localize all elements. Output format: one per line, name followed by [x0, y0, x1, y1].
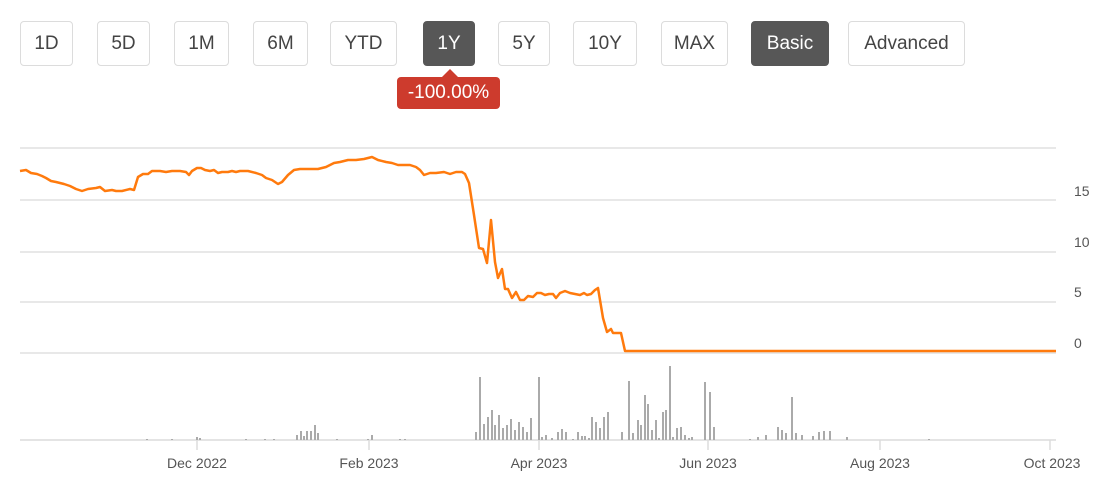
range-button-label: 10Y	[588, 32, 622, 54]
range-button-5y[interactable]: 5Y	[498, 21, 550, 66]
change-percent-text: -100.00%	[407, 82, 490, 103]
x-tick-label: Jun 2023	[679, 455, 737, 471]
advanced-mode-button[interactable]: Advanced	[848, 21, 965, 66]
x-tick-label: Oct 2023	[1023, 455, 1081, 471]
y-tick-label: 15	[1074, 183, 1090, 199]
basic-mode-button[interactable]: Basic	[751, 21, 829, 66]
range-button-6m[interactable]: 6M	[253, 21, 308, 66]
range-button-label: 6M	[267, 32, 294, 54]
x-tick-label: Feb 2023	[339, 455, 399, 471]
range-button-label: 5Y	[512, 32, 536, 54]
y-tick-label: 10	[1074, 234, 1090, 250]
x-tick-label: Aug 2023	[850, 455, 910, 471]
range-button-label: 1M	[188, 32, 215, 54]
range-button-label: 1Y	[437, 32, 461, 54]
range-button-label: 1D	[34, 32, 59, 54]
x-tick-label: Dec 2022	[167, 455, 227, 471]
mode-button-label: Basic	[766, 32, 814, 54]
range-button-label: YTD	[344, 32, 383, 54]
volume-bars	[146, 366, 930, 440]
y-tick-label: 0	[1074, 335, 1082, 351]
gridlines	[20, 147, 1056, 354]
x-axis-ticks	[196, 440, 1051, 450]
price-line	[19, 155, 1056, 353]
range-button-5d[interactable]: 5D	[97, 21, 150, 66]
range-button-10y[interactable]: 10Y	[573, 21, 637, 66]
range-button-ytd[interactable]: YTD	[330, 21, 397, 66]
range-selector: 1D 5D 1M 6M YTD 1Y 5Y 10Y MAX Basic Adva…	[0, 0, 1117, 120]
range-button-1m[interactable]: 1M	[174, 21, 229, 66]
range-button-1y[interactable]: 1Y	[423, 21, 475, 66]
range-button-label: 5D	[111, 32, 136, 54]
x-tick-label: Apr 2023	[510, 455, 568, 471]
range-button-label: MAX	[673, 32, 716, 54]
range-button-1d[interactable]: 1D	[20, 21, 73, 66]
y-tick-label: 5	[1074, 284, 1082, 300]
mode-button-label: Advanced	[864, 32, 949, 54]
change-percent-badge: -100.00%	[397, 69, 500, 109]
range-button-max[interactable]: MAX	[661, 21, 728, 66]
